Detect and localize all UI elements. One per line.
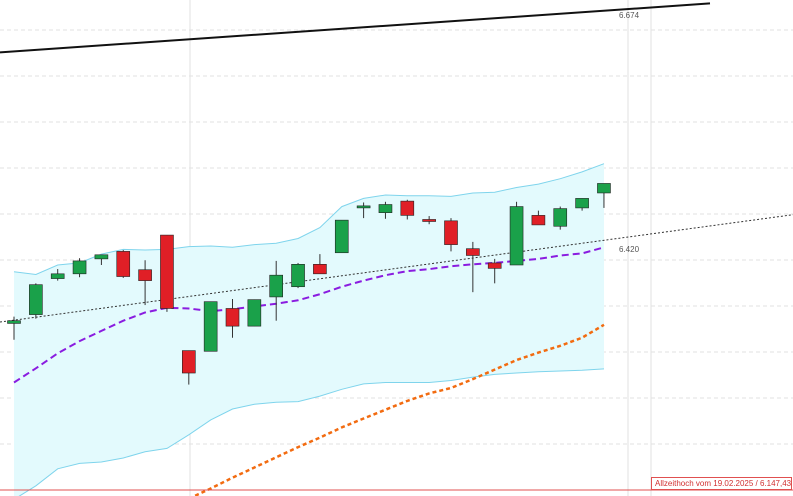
candle xyxy=(597,183,611,208)
moving-average-short xyxy=(13,246,605,384)
candle xyxy=(138,260,152,306)
candle-body-up xyxy=(247,299,262,327)
candle xyxy=(182,350,196,385)
candle-body-up xyxy=(575,198,589,209)
candle-body-up xyxy=(94,254,109,260)
candle xyxy=(400,199,415,220)
candle xyxy=(247,299,262,327)
candle-body-up xyxy=(7,320,21,324)
candle xyxy=(531,210,546,226)
candle xyxy=(356,202,371,219)
candle-body-down xyxy=(422,219,436,222)
candle-body-up xyxy=(334,219,349,254)
candle xyxy=(422,216,436,225)
candle xyxy=(313,254,327,275)
bollinger-band-upper xyxy=(13,163,605,276)
candle xyxy=(160,234,174,312)
candle xyxy=(7,316,21,340)
candle-body-down xyxy=(444,220,458,245)
bollinger-band-lower xyxy=(18,368,605,496)
candle xyxy=(378,201,393,219)
candle-body-up xyxy=(597,183,611,194)
candle xyxy=(291,262,305,289)
candle xyxy=(466,241,480,293)
candle-body-down xyxy=(116,251,131,277)
candle xyxy=(269,260,284,321)
candle xyxy=(72,258,87,278)
candle xyxy=(575,198,589,211)
candle-body-down xyxy=(182,350,196,374)
candle xyxy=(334,219,349,254)
price-label-trend-top: 6.674 xyxy=(619,11,640,20)
price-label-trend-mid: 6.420 xyxy=(619,245,640,254)
candle-body-up xyxy=(29,284,43,315)
candle-body-down xyxy=(160,234,174,309)
candle xyxy=(487,258,502,284)
candle-body-down xyxy=(138,269,152,281)
candle-body-up xyxy=(72,260,87,275)
candle xyxy=(444,218,458,252)
candle-body-down xyxy=(400,200,415,216)
moving-average-long xyxy=(191,323,605,496)
candle xyxy=(225,298,240,338)
candle xyxy=(116,250,131,278)
candle xyxy=(203,301,218,352)
all-time-high-label: Allzeithoch vom 19.02.2025 / 6.147,43 xyxy=(651,477,792,490)
candle-body-down xyxy=(487,262,502,269)
candle-body-up xyxy=(269,274,284,298)
trend-line-long xyxy=(0,2,711,54)
candle-body-up xyxy=(553,208,568,227)
trend-line-short xyxy=(0,214,793,323)
candle-body-up xyxy=(356,205,371,209)
candle xyxy=(553,206,568,230)
candle-body-up xyxy=(291,264,305,288)
candle xyxy=(29,283,43,319)
candle-body-down xyxy=(313,264,327,275)
candle xyxy=(94,254,109,265)
candle-body-up xyxy=(203,301,218,352)
candle-body-up xyxy=(509,206,524,266)
candle xyxy=(50,269,65,281)
bollinger-band-fill xyxy=(14,163,604,496)
candle-body-up xyxy=(378,204,393,213)
candle-body-up xyxy=(50,273,65,279)
candle-body-down xyxy=(225,308,240,327)
candle-body-down xyxy=(531,215,546,226)
candle-body-down xyxy=(466,248,480,256)
candle xyxy=(509,201,524,266)
candles xyxy=(7,183,611,385)
